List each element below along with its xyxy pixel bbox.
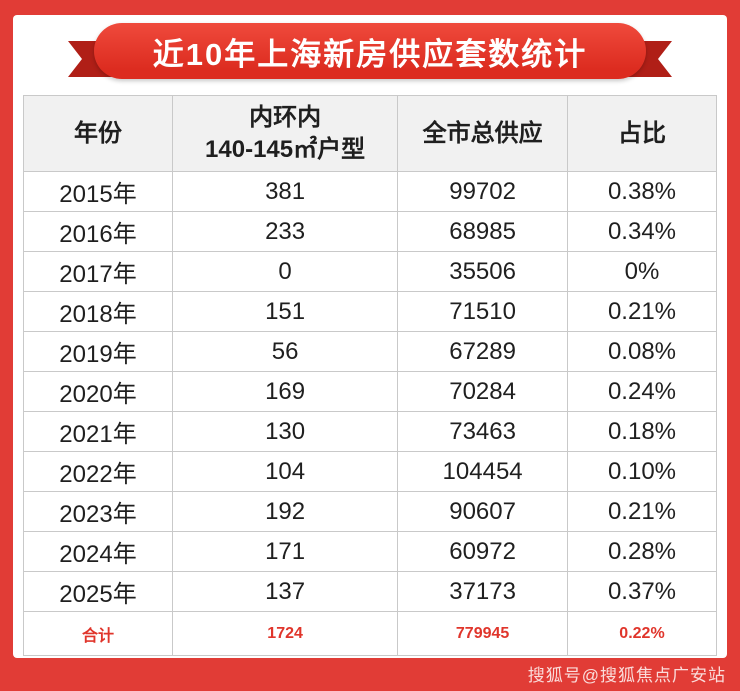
value-cell: 37173: [397, 571, 568, 612]
value-cell: 71510: [397, 291, 568, 332]
value-cell: 35506: [397, 251, 568, 292]
total-label: 合计: [23, 611, 173, 656]
year-cell: 2017年: [23, 251, 173, 292]
table-row: 2018年 151 71510 0.21%: [23, 291, 718, 332]
value-cell: 0.24%: [566, 371, 718, 412]
value-cell: 67289: [397, 331, 568, 372]
table-row: 2024年 171 60972 0.28%: [23, 531, 718, 572]
value-cell: 90607: [397, 491, 568, 532]
year-cell: 2016年: [23, 211, 173, 252]
table-row: 2016年 233 68985 0.34%: [23, 211, 718, 252]
table-footer: 合计 1724 779945 0.22%: [23, 611, 718, 656]
value-cell: 130: [171, 411, 399, 452]
title-banner: 近10年上海新房供应套数统计: [13, 15, 727, 87]
value-cell: 0: [171, 251, 399, 292]
year-cell: 2019年: [23, 331, 173, 372]
value-cell: 60972: [397, 531, 568, 572]
value-cell: 0.10%: [566, 451, 718, 492]
value-cell: 56: [171, 331, 399, 372]
year-cell: 2024年: [23, 531, 173, 572]
value-cell: 0.21%: [566, 291, 718, 332]
value-cell: 0.21%: [566, 491, 718, 532]
table-container: 年份 内环内 140-145㎡户型 全市总供应 占比 2015年 381 99702…: [13, 87, 727, 656]
value-cell: 0.37%: [566, 571, 718, 612]
value-cell: 0%: [566, 251, 718, 292]
value-cell: 104454: [397, 451, 568, 492]
value-cell: 0.18%: [566, 411, 718, 452]
table-row: 2020年 169 70284 0.24%: [23, 371, 718, 412]
table-row: 2015年 381 99702 0.38%: [23, 171, 718, 212]
page-title: 近10年上海新房供应套数统计: [152, 36, 588, 72]
value-cell: 137: [171, 571, 399, 612]
value-cell: 151: [171, 291, 399, 332]
table-row: 2023年 192 90607 0.21%: [23, 491, 718, 532]
value-cell: 171: [171, 531, 399, 572]
col-header-ratio: 占比: [566, 95, 718, 172]
value-cell: 73463: [397, 411, 568, 452]
year-cell: 2021年: [23, 411, 173, 452]
value-cell: 99702: [397, 171, 568, 212]
table-row: 2017年 0 35506 0%: [23, 251, 718, 292]
value-cell: 192: [171, 491, 399, 532]
value-cell: 381: [171, 171, 399, 212]
value-cell: 0.38%: [566, 171, 718, 212]
table-row: 2019年 56 67289 0.08%: [23, 331, 718, 372]
total-inner-ring: 1724: [171, 611, 399, 656]
supply-stats-table: 年份 内环内 140-145㎡户型 全市总供应 占比 2015年 381 99702…: [23, 95, 718, 656]
table-row: 2022年 104 104454 0.10%: [23, 451, 718, 492]
value-cell: 0.28%: [566, 531, 718, 572]
col-header-year: 年份: [23, 95, 173, 172]
value-cell: 233: [171, 211, 399, 252]
value-cell: 0.34%: [566, 211, 718, 252]
year-cell: 2022年: [23, 451, 173, 492]
watermark-text: 搜狐号@搜狐焦点广安站: [527, 666, 726, 685]
title-pill: 近10年上海新房供应套数统计: [94, 23, 646, 79]
value-cell: 70284: [397, 371, 568, 412]
table-row: 2021年 130 73463 0.18%: [23, 411, 718, 452]
value-cell: 104: [171, 451, 399, 492]
value-cell: 68985: [397, 211, 568, 252]
year-cell: 2025年: [23, 571, 173, 612]
table-body: 2015年 381 99702 0.38% 2016年 233 68985 0.34% 2017…: [23, 171, 718, 612]
total-ratio: 0.22%: [566, 611, 718, 656]
table-header: 年份 内环内 140-145㎡户型 全市总供应 占比: [23, 95, 718, 172]
year-cell: 2015年: [23, 171, 173, 212]
total-row: 合计 1724 779945 0.22%: [23, 611, 718, 656]
header-row: 年份 内环内 140-145㎡户型 全市总供应 占比: [23, 95, 718, 172]
value-cell: 0.08%: [566, 331, 718, 372]
content-card: 近10年上海新房供应套数统计 年份 内环内 140-145㎡户型 全市总供应 占…: [13, 15, 727, 658]
total-citywide: 779945: [397, 611, 568, 656]
year-cell: 2023年: [23, 491, 173, 532]
year-cell: 2018年: [23, 291, 173, 332]
year-cell: 2020年: [23, 371, 173, 412]
value-cell: 169: [171, 371, 399, 412]
col-header-inner-ring: 内环内 140-145㎡户型: [171, 95, 399, 172]
table-row: 2025年 137 37173 0.37%: [23, 571, 718, 612]
col-header-citywide-supply: 全市总供应: [397, 95, 568, 172]
